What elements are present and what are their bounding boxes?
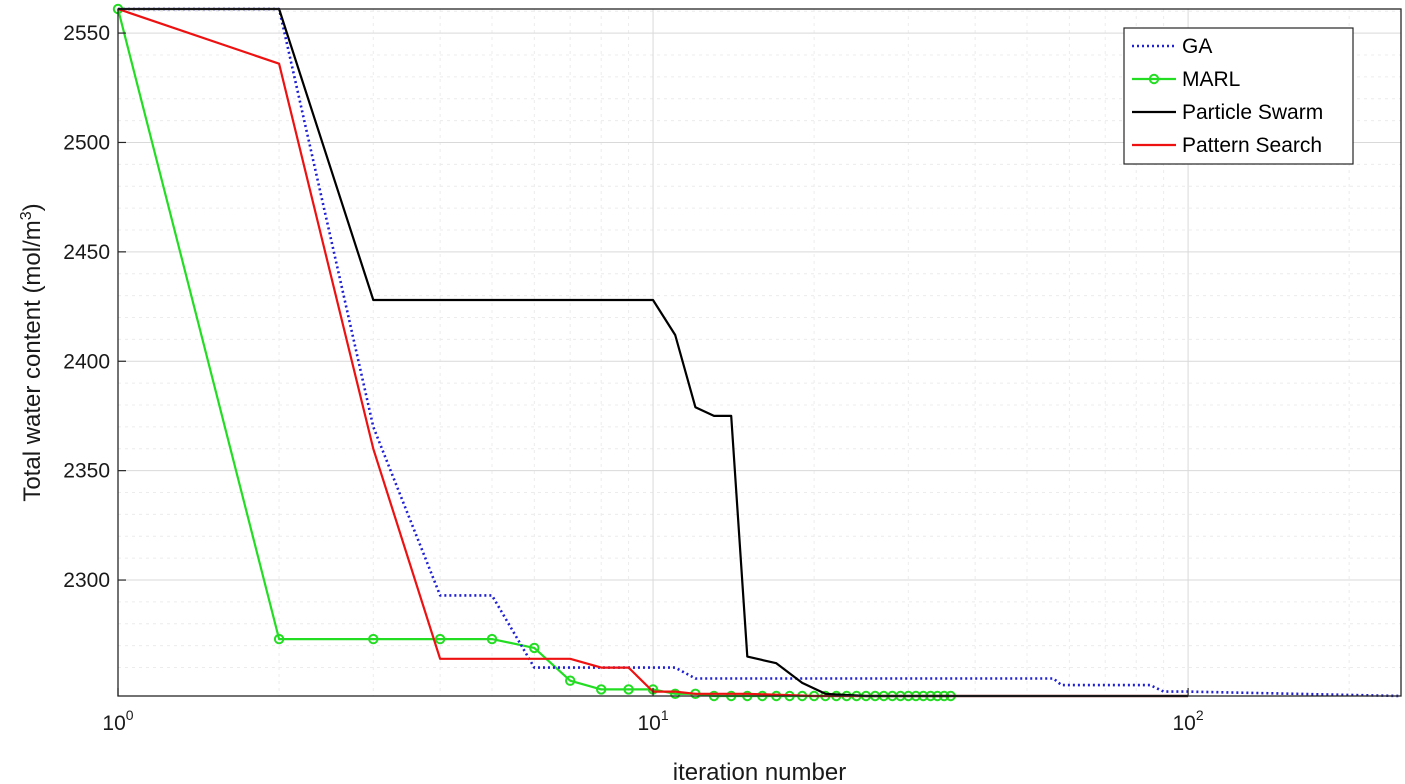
y-tick-label: 2500 [63, 131, 110, 154]
axes-box [117, 8, 1402, 697]
series-marker-marl [623, 684, 634, 695]
y-tick-label: 2550 [63, 22, 110, 45]
x-tick-base: 10 [637, 712, 660, 735]
y-tick-label: 2450 [63, 241, 110, 264]
y-axis-label: Total water content (mol/m3) [18, 203, 46, 501]
series-marker-marl [529, 642, 540, 654]
series-line-ga [118, 7, 1402, 698]
series-marker-marl [596, 684, 607, 695]
y-axis-label-superscript: 3 [18, 211, 35, 220]
legend-label-marl: MARL [1182, 68, 1240, 91]
x-tick-label: 102 [1173, 707, 1204, 735]
x-tick-base: 10 [102, 712, 125, 735]
x-axis-label: iteration number [673, 759, 846, 784]
y-tick-label: 2350 [63, 460, 110, 483]
series-marker-marl [486, 633, 498, 645]
x-tick-base: 10 [1173, 712, 1196, 735]
series-marker-marl [273, 633, 285, 645]
legend-marker-marl [1148, 73, 1160, 85]
legend-box [1123, 27, 1354, 165]
x-tick-exponent: 2 [1196, 707, 1204, 723]
y-tick-label: 2400 [63, 350, 110, 373]
series-marker-marl [434, 633, 446, 645]
x-tick-exponent: 1 [661, 707, 669, 723]
y-axis-label-close: ) [19, 203, 46, 211]
legend-label-pattern-search: Pattern Search [1182, 134, 1322, 157]
legend-label-ga: GA [1182, 35, 1212, 58]
series-marker-marl [565, 675, 576, 686]
y-tick-label: 2300 [63, 569, 110, 592]
series-line-particle-swarm [118, 7, 1189, 698]
x-tick-label: 101 [637, 707, 668, 735]
legend: GA MARL Particle Swarm Pattern Search [1123, 27, 1354, 165]
series-marker-marl [670, 688, 681, 699]
x-tick-exponent: 0 [126, 707, 134, 723]
legend-label-particle-swarm: Particle Swarm [1182, 101, 1323, 124]
y-axis-label-main: Total water content (mol/m [19, 220, 46, 501]
series-marker-marl [368, 633, 379, 645]
x-tick-label: 100 [102, 707, 133, 735]
